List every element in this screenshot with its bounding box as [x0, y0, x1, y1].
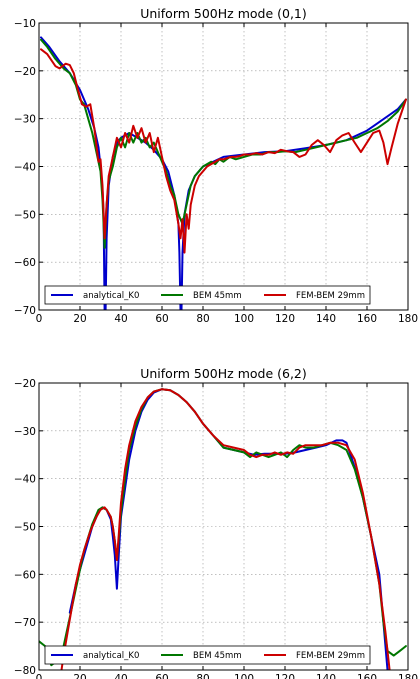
legend-label: BEM 45mm — [193, 291, 242, 301]
y-tick-label: −60 — [14, 569, 36, 581]
x-tick-label: 140 — [316, 673, 336, 679]
x-tick-label: 160 — [357, 673, 377, 679]
x-tick-label: 0 — [36, 673, 43, 679]
y-tick-label: −30 — [14, 114, 36, 126]
y-tick-label: −50 — [14, 209, 36, 221]
x-tick-label: 100 — [234, 673, 254, 679]
y-tick-label: −20 — [14, 378, 36, 390]
y-tick-label: −40 — [14, 162, 36, 174]
legend: analytical_K0 BEM 45mm FEM-BEM 29mm — [44, 285, 371, 305]
chart-2: 0 20 40 60 80 100 120 140 160 180 −80 −70 −60 −50 −40 −… — [14, 366, 418, 679]
chart-title: Uniform 500Hz mode (0,1) — [140, 6, 307, 21]
y-tick-label: −40 — [14, 474, 36, 486]
legend-label: FEM-BEM 29mm — [296, 291, 365, 301]
y-tick-label: −50 — [14, 522, 36, 534]
x-tick-label: 40 — [114, 673, 127, 679]
x-tick-label: 120 — [275, 313, 295, 325]
series-line-analytical-k0 — [40, 36, 407, 310]
y-tick-label: −70 — [14, 617, 36, 629]
series-line-fem-bem-29mm — [40, 48, 407, 254]
chart-1: 0 20 40 60 80 100 120 140 160 180 −70 −60 −50 −40 −30 −… — [14, 6, 418, 325]
series-line-bem-45mm — [39, 388, 407, 667]
y-tick-label: −30 — [14, 426, 36, 438]
x-tick-label: 0 — [36, 313, 43, 325]
legend-label: FEM-BEM 29mm — [296, 651, 365, 661]
legend-label: analytical_K0 — [83, 651, 139, 661]
x-tick-label: 180 — [398, 673, 418, 679]
x-tick-label: 180 — [398, 313, 418, 325]
series-line-fem-bem-29mm — [60, 388, 391, 670]
x-tick-label: 80 — [196, 673, 209, 679]
x-tick-label: 120 — [275, 673, 295, 679]
y-tick-label: −70 — [14, 305, 36, 317]
x-tick-label: 40 — [114, 313, 127, 325]
y-tick-label: −60 — [14, 257, 36, 269]
x-tick-label: 60 — [155, 313, 168, 325]
x-tick-label: 100 — [234, 313, 254, 325]
y-tick-label: −20 — [14, 66, 36, 78]
x-tick-label: 20 — [73, 313, 86, 325]
legend: analytical_K0 BEM 45mm FEM-BEM 29mm — [44, 645, 371, 665]
x-tick-label: 140 — [316, 313, 336, 325]
x-tick-label: 160 — [357, 313, 377, 325]
x-tick-label: 20 — [73, 673, 86, 679]
legend-label: analytical_K0 — [83, 291, 139, 301]
x-tick-label: 80 — [196, 313, 209, 325]
x-tick-label: 60 — [155, 673, 168, 679]
legend-label: BEM 45mm — [193, 651, 242, 661]
y-tick-label: −80 — [14, 665, 36, 677]
series-line-analytical-k0 — [68, 388, 389, 670]
y-tick-label: −10 — [14, 18, 36, 30]
chart-title: Uniform 500Hz mode (6,2) — [140, 366, 307, 381]
